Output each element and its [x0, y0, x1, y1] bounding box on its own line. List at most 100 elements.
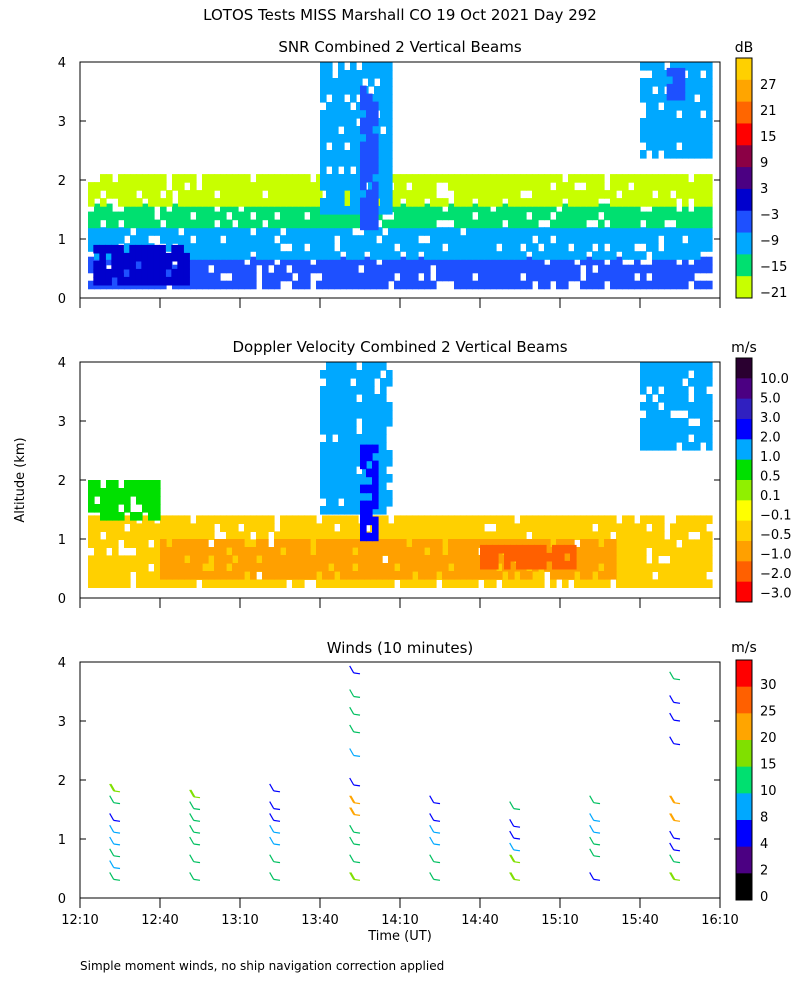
snr-cell — [406, 243, 413, 252]
velocity-cell — [676, 547, 683, 556]
snr-cell — [286, 211, 293, 221]
snr-cell — [286, 235, 293, 244]
snr-cell — [366, 189, 373, 199]
snr-cell — [556, 280, 563, 290]
snr-cell — [358, 256, 365, 266]
snr-cell — [320, 118, 327, 127]
velocity-cell — [688, 426, 695, 435]
snr-cell — [374, 174, 381, 183]
snr-cell — [250, 264, 257, 274]
snr-cell — [514, 219, 521, 229]
velocity-cell — [688, 523, 695, 532]
snr-cell — [358, 243, 365, 252]
snr-cell — [472, 251, 479, 260]
velocity-cell — [256, 555, 263, 564]
snr-cell — [610, 280, 617, 290]
velocity-cell — [244, 579, 251, 588]
snr-cell — [190, 243, 197, 252]
snr-cell — [88, 264, 95, 274]
velocity-cell — [362, 490, 369, 499]
colorbar-swatch — [736, 873, 752, 901]
snr-cell — [562, 190, 569, 199]
snr-cell — [244, 190, 251, 199]
velocity-cell — [688, 515, 695, 524]
velocity-cell — [592, 531, 599, 540]
snr-cell — [256, 190, 263, 199]
velocity-cell — [94, 571, 101, 580]
velocity-cell — [352, 579, 359, 588]
snr-cell — [646, 174, 653, 183]
velocity-cell — [514, 571, 521, 580]
snr-cell — [160, 182, 167, 191]
snr-cell — [640, 62, 647, 71]
snr-cell — [586, 174, 593, 183]
snr-cell — [244, 203, 251, 213]
velocity-cell — [368, 362, 375, 371]
wind-barb — [513, 808, 521, 811]
velocity-cell — [472, 555, 479, 564]
velocity-cell — [154, 531, 161, 540]
snr-cell — [372, 197, 379, 207]
snr-cell — [177, 276, 184, 286]
velocity-cell — [498, 544, 505, 554]
velocity-cell — [160, 555, 167, 564]
snr-cell — [202, 219, 209, 229]
snr-cell — [502, 256, 509, 266]
snr-cell — [202, 256, 209, 266]
snr-cell — [328, 264, 335, 274]
snr-cell — [268, 198, 275, 207]
velocity-cell — [304, 571, 311, 580]
velocity-cell — [350, 362, 357, 371]
velocity-cell — [362, 394, 369, 403]
velocity-cell — [436, 563, 443, 572]
velocity-cell — [522, 544, 529, 554]
snr-cell — [141, 260, 148, 270]
snr-cell — [448, 227, 455, 236]
snr-cell — [502, 243, 509, 252]
snr-cell — [574, 203, 581, 213]
snr-cell — [268, 243, 275, 252]
snr-cell — [346, 243, 353, 252]
velocity-cell — [694, 571, 701, 580]
snr-cell — [694, 174, 701, 183]
snr-cell — [350, 142, 357, 151]
snr-cell — [99, 252, 106, 262]
snr-cell — [628, 219, 635, 229]
snr-cell — [484, 256, 491, 266]
velocity-cell — [326, 410, 333, 419]
velocity-cell — [480, 552, 487, 562]
snr-cell — [112, 227, 119, 236]
snr-cell — [356, 126, 363, 135]
snr-cell — [670, 211, 677, 221]
velocity-cell — [136, 539, 143, 548]
snr-cell — [360, 157, 367, 167]
snr-cell — [472, 203, 479, 213]
snr-cell — [670, 102, 677, 111]
snr-cell — [382, 219, 389, 229]
velocity-cell — [472, 563, 479, 572]
y-tick-label: 0 — [58, 892, 66, 907]
velocity-cell — [124, 531, 131, 540]
wind-barb-flag — [429, 854, 435, 862]
snr-cell — [478, 174, 485, 183]
velocity-cell — [184, 563, 191, 572]
snr-cell — [88, 211, 95, 221]
colorbar-label: 9 — [760, 156, 768, 171]
snr-cell — [436, 174, 443, 183]
velocity-cell — [350, 442, 357, 451]
velocity-cell — [706, 515, 713, 524]
snr-cell — [466, 251, 473, 260]
velocity-cell — [544, 563, 551, 572]
velocity-cell — [436, 539, 443, 548]
velocity-cell — [682, 531, 689, 540]
velocity-cell — [490, 571, 497, 580]
snr-cell — [366, 157, 373, 167]
snr-cell — [135, 244, 142, 254]
snr-cell — [406, 174, 413, 183]
snr-cell — [442, 264, 449, 274]
wind-barb-flag — [510, 872, 516, 880]
snr-cell — [136, 174, 143, 183]
snr-cell — [568, 235, 575, 244]
snr-cell — [142, 182, 149, 191]
velocity-cell — [490, 515, 497, 524]
